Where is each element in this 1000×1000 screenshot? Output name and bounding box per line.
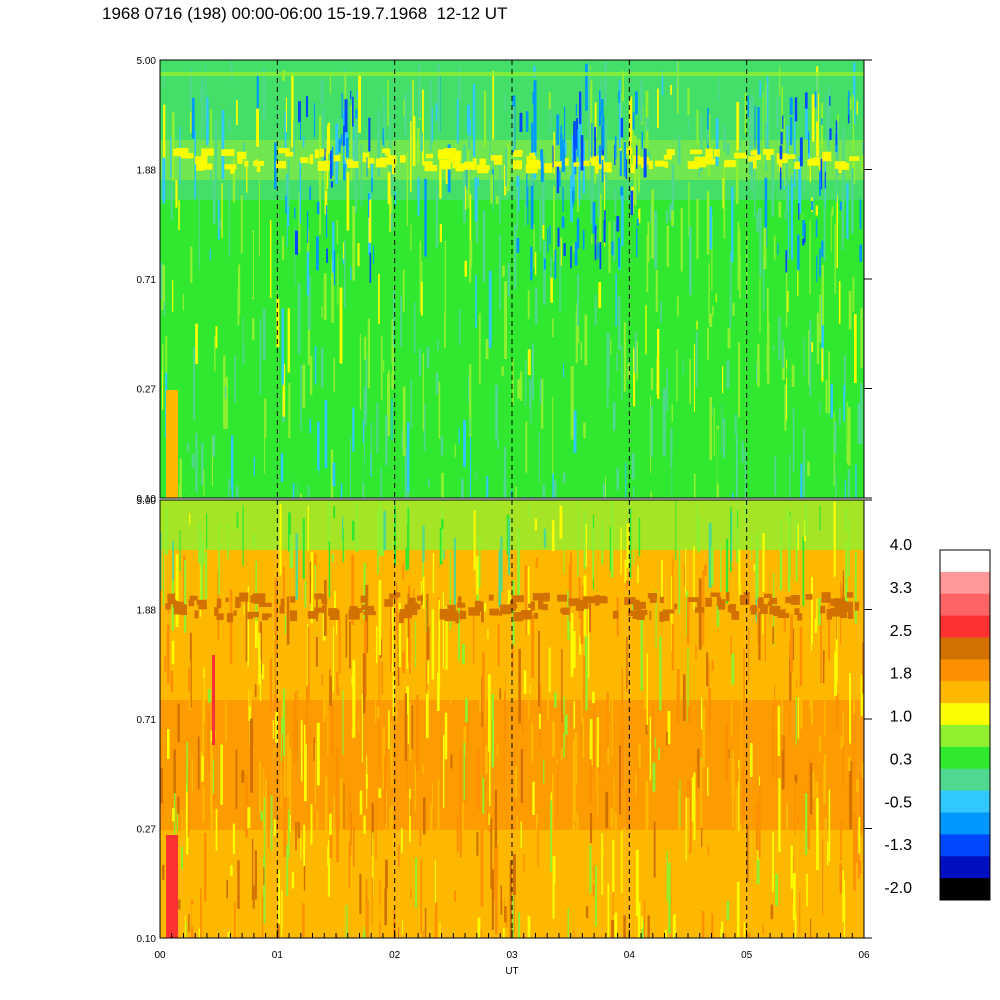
colorbar-label: 3.3 (890, 580, 912, 597)
colorbar-swatch (940, 746, 990, 770)
y-tick-label: 0.10 (137, 934, 157, 945)
colorbar-swatch (940, 637, 990, 660)
color-scale-bar: 4.0 3.3 2.5 1.8 1.0 0.3 -0.5 -1.3 -2.0 (884, 537, 991, 901)
y-tick-label: 0.27 (137, 385, 157, 396)
x-tick-label: 02 (389, 950, 401, 961)
colorbar-swatch (940, 878, 990, 901)
colorbar-label: -1.3 (884, 837, 912, 854)
y-tick-label: 0.71 (137, 275, 157, 286)
colorbar-swatch (940, 790, 990, 813)
colorbar-label: 0.3 (890, 751, 912, 768)
lower-spectrogram-panel (160, 500, 864, 938)
colorbar-swatch (940, 615, 990, 638)
x-tick-label: 04 (624, 950, 636, 961)
x-axis-label: UT (505, 966, 518, 977)
x-tick-label: 01 (272, 950, 284, 961)
colorbar-swatch (940, 856, 990, 879)
y-tick-label: 1.88 (137, 606, 157, 617)
colorbar-swatch (940, 725, 990, 748)
y-tick-label: 1.88 (137, 166, 157, 177)
x-tick-label: 00 (154, 950, 166, 961)
colorbar-label: 4.0 (890, 537, 912, 554)
colorbar-swatch (940, 703, 990, 726)
x-tick-label: 06 (858, 950, 870, 961)
colorbar-swatch (940, 593, 990, 617)
panel-overlay: 5.001.880.710.270.105.001.880.710.270.10… (137, 56, 872, 977)
colorbar-label: 2.5 (890, 623, 912, 640)
colorbar-swatch (940, 768, 990, 792)
y-tick-label: 0.27 (137, 825, 157, 836)
colorbar-swatch (940, 812, 990, 835)
colorbar-swatch (940, 834, 990, 857)
y-tick-label: 0.71 (137, 715, 157, 726)
y-tick-label: 0.10 (137, 494, 157, 505)
chart-title: 1968 0716 (198) 00:00-06:00 15-19.7.1968… (102, 4, 508, 23)
colorbar-swatch (940, 681, 990, 704)
x-tick-label: 05 (741, 950, 753, 961)
colorbar-swatch (940, 659, 990, 682)
colorbar-label: 1.0 (890, 709, 912, 726)
colorbar-swatch (940, 571, 990, 595)
y-tick-label: 5.00 (137, 496, 157, 507)
colorbar-swatch (940, 550, 990, 573)
colorbar-label: -0.5 (884, 794, 912, 811)
colorbar-label: 1.8 (890, 666, 912, 683)
x-tick-label: 03 (506, 950, 518, 961)
y-tick-label: 5.00 (137, 56, 157, 67)
colorbar-label: -2.0 (884, 880, 912, 897)
